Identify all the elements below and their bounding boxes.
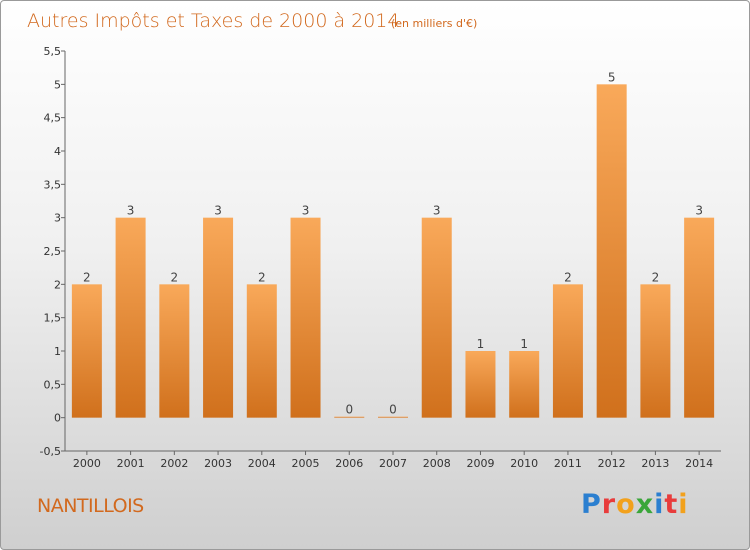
y-tick-label: 4,5 [44, 112, 62, 125]
x-tick-label-2006: 2006 [335, 457, 363, 470]
bar-2005 [290, 217, 321, 418]
value-label-2010: 1 [520, 337, 528, 351]
bar-2006 [334, 416, 365, 418]
value-label-2014: 3 [695, 204, 703, 218]
bar-2004 [246, 284, 277, 418]
x-tick-label-2004: 2004 [248, 457, 276, 470]
y-tick-label: 4 [54, 145, 61, 158]
x-tick-label-2000: 2000 [73, 457, 101, 470]
y-tick-label: 5 [54, 78, 61, 91]
x-tick-label-2001: 2001 [117, 457, 145, 470]
y-tick-label: 1 [54, 345, 61, 358]
bar-2010 [509, 351, 540, 418]
x-tick-label-2011: 2011 [554, 457, 582, 470]
value-label-2004: 2 [258, 270, 266, 284]
bar-2012 [596, 84, 627, 418]
bar-2007 [378, 416, 408, 418]
bar-2013 [640, 284, 671, 418]
x-tick-label-2008: 2008 [423, 457, 451, 470]
bar-2009 [465, 351, 496, 418]
y-tick-label: -0,5 [40, 445, 61, 458]
y-tick-label: 2,5 [44, 245, 62, 258]
value-label-2005: 3 [302, 204, 310, 218]
x-tick-label-2003: 2003 [204, 457, 232, 470]
x-tick-label-2013: 2013 [641, 457, 669, 470]
value-label-2006: 0 [345, 403, 353, 417]
y-tick-label: 0 [54, 412, 61, 425]
bars-group: 2 3 2 3 2 3 0 0 3 1 1 2 5 2 3 [71, 70, 715, 418]
x-tick-label-2007: 2007 [379, 457, 407, 470]
x-tick-label-2005: 2005 [292, 457, 320, 470]
value-label-2003: 3 [214, 204, 222, 218]
bar-2000 [71, 284, 102, 418]
chart-title: Autres Impôts et Taxes de 2000 à 2014 [27, 10, 400, 32]
value-label-2002: 2 [171, 270, 179, 284]
bar-2003 [203, 217, 234, 418]
value-label-2013: 2 [652, 270, 660, 284]
x-tick-label-2002: 2002 [160, 457, 188, 470]
value-label-2012: 5 [608, 70, 616, 84]
bar-2002 [159, 284, 190, 418]
x-tick-label-2012: 2012 [598, 457, 626, 470]
bar-2011 [552, 284, 583, 418]
value-label-2011: 2 [564, 270, 572, 284]
value-label-2007: 0 [389, 403, 397, 417]
bar-2008 [421, 217, 452, 418]
y-tick-label: 2 [54, 278, 61, 291]
value-label-2009: 1 [477, 337, 485, 351]
y-tick-label: 3,5 [44, 178, 62, 191]
chart-subtitle: (en milliers d'€) [391, 17, 477, 30]
y-tick-label: 1,5 [44, 312, 62, 325]
commune-name: NANTILLOIS [37, 495, 144, 517]
x-tick-label-2014: 2014 [685, 457, 713, 470]
x-tick-label-2010: 2010 [510, 457, 538, 470]
bar-2014 [684, 217, 715, 418]
proxiti-logo: Proxiti [581, 489, 689, 520]
value-label-2000: 2 [83, 270, 91, 284]
value-label-2008: 3 [433, 204, 441, 218]
bar-2001 [115, 217, 146, 418]
x-tick-label-2009: 2009 [466, 457, 494, 470]
y-tick-label: 0,5 [44, 378, 62, 391]
y-tick-label: 3 [54, 212, 61, 225]
value-label-2001: 3 [127, 204, 135, 218]
y-tick-label: 5,5 [44, 45, 62, 58]
